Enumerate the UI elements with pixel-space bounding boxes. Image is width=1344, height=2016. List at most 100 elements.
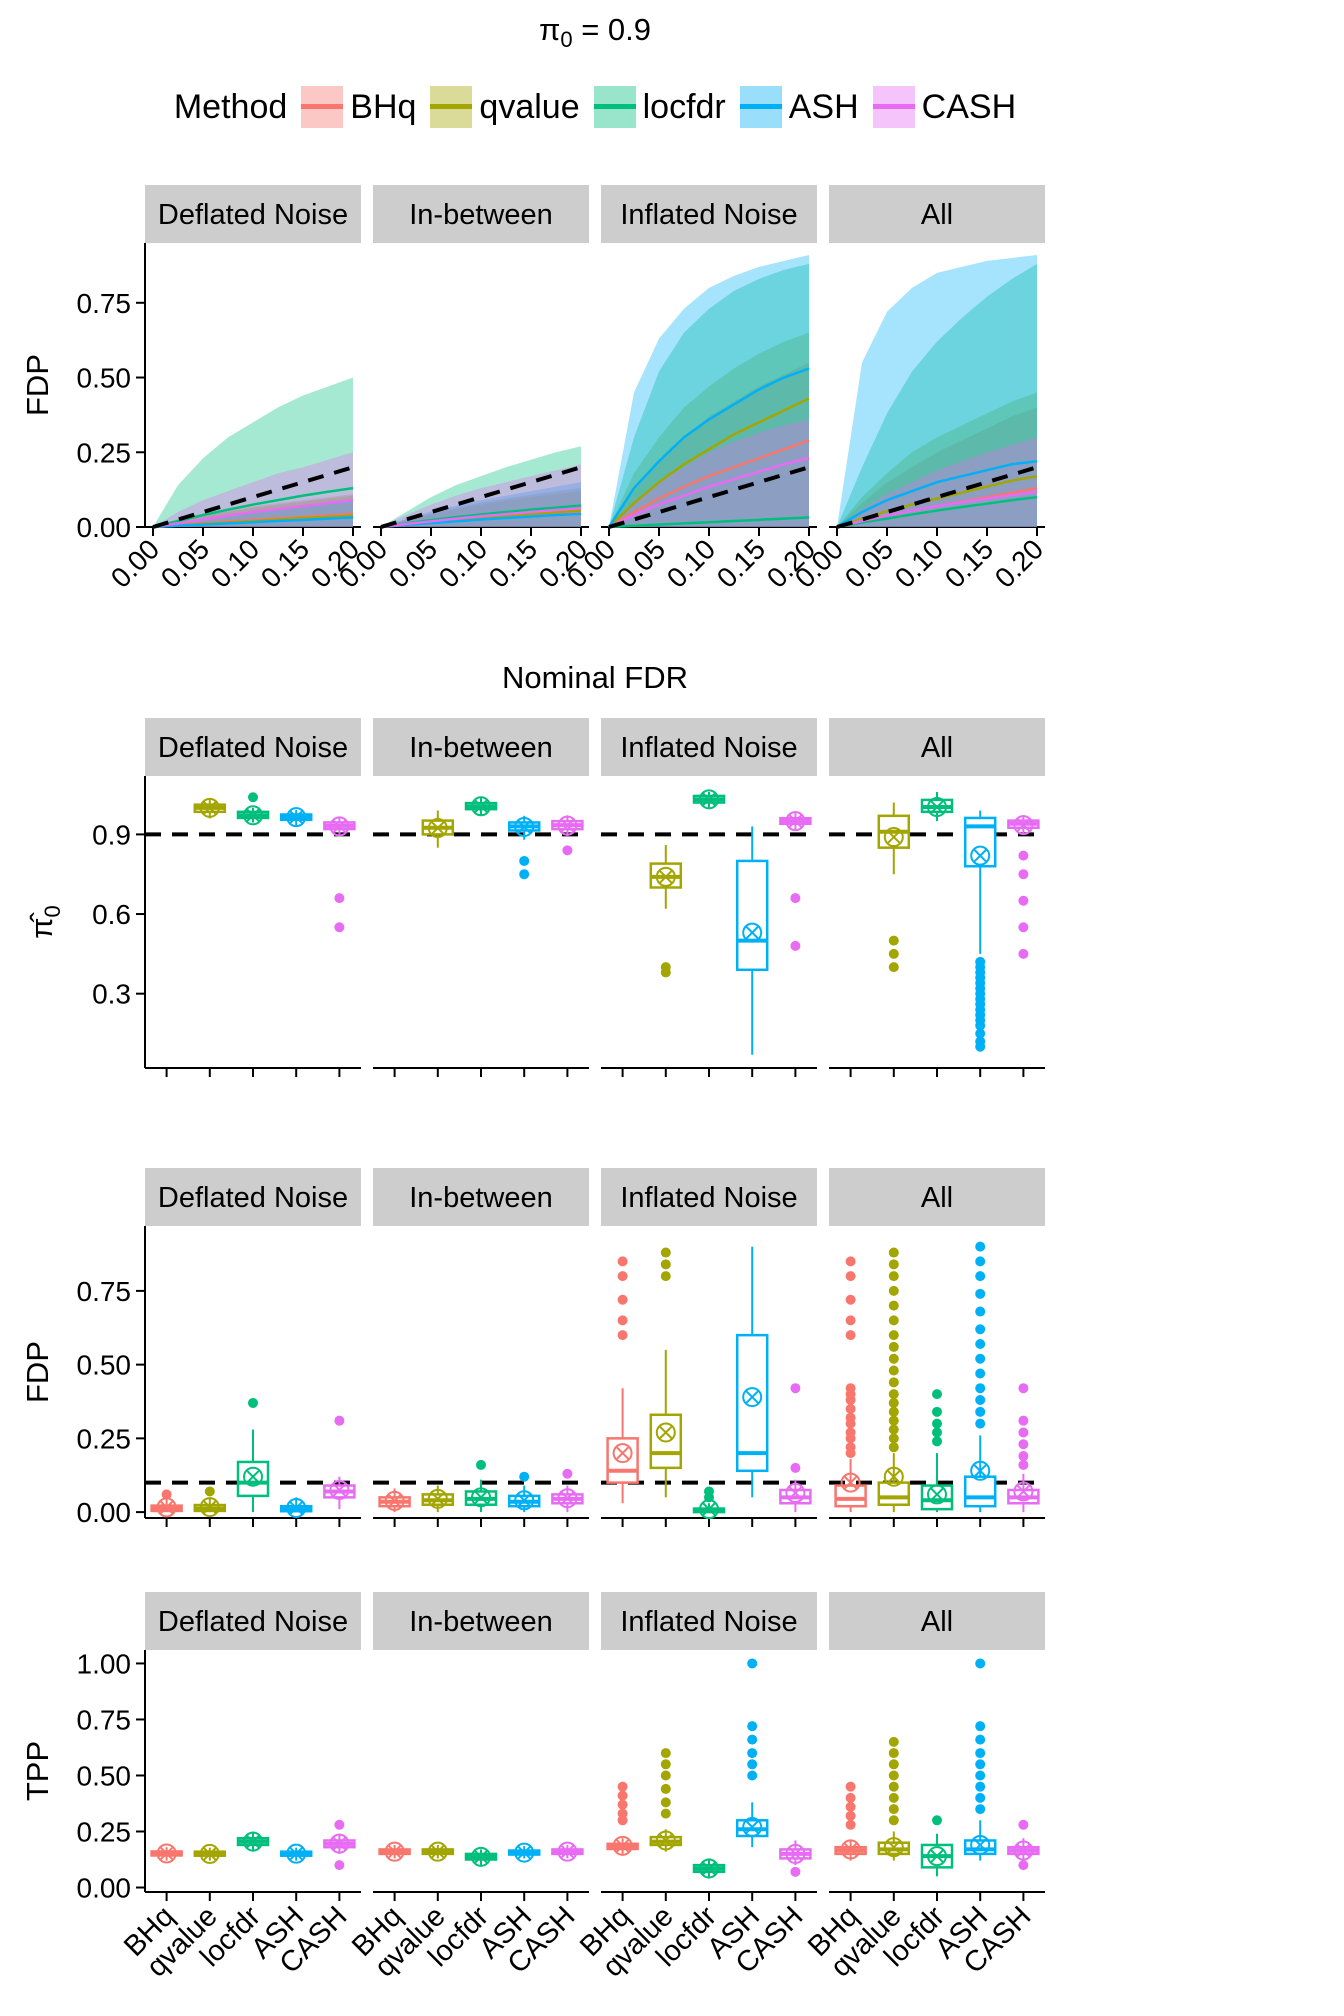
outlier-point — [845, 1256, 856, 1267]
outlier-point — [617, 1294, 628, 1305]
mean-line-CASH — [608, 457, 810, 529]
outlier-point — [161, 1489, 172, 1500]
x-tick-label: 0.05 — [383, 533, 443, 593]
outlier-point — [975, 1406, 986, 1417]
mean-marker-x — [202, 1499, 217, 1515]
outlier-point — [932, 1815, 942, 1826]
ribbon-BHq — [381, 491, 581, 527]
mean-marker-x — [701, 1502, 717, 1517]
mean-marker-x — [886, 829, 901, 845]
outlier-point — [888, 1748, 899, 1759]
facet-title: Inflated Noise — [620, 1182, 797, 1214]
facet-title: Deflated Noise — [158, 1606, 348, 1638]
mean-marker-x — [159, 1500, 174, 1515]
legend-item-label: ASH — [788, 87, 859, 126]
outlier-point — [248, 792, 258, 803]
outlier-point — [845, 1403, 856, 1414]
mean-marker — [883, 1837, 904, 1858]
mean-marker — [557, 1841, 578, 1862]
reference-line — [152, 465, 354, 529]
outlier-point — [1018, 850, 1029, 861]
mean-marker — [699, 1499, 719, 1520]
outlier-point — [888, 1736, 899, 1747]
mean-marker — [156, 1497, 177, 1518]
mean-marker — [384, 1490, 405, 1511]
ribbon-qvalue — [837, 392, 1037, 527]
outlier-point — [975, 1338, 986, 1349]
x-tick-label: 0.10 — [205, 533, 265, 593]
y-tick-label: 0.75 — [77, 288, 132, 319]
facet-title: Inflated Noise — [620, 1606, 797, 1638]
facet-strip — [601, 718, 817, 776]
facet-strip — [829, 1592, 1045, 1650]
mean-marker-x — [615, 1446, 630, 1461]
mean-marker — [655, 1422, 676, 1443]
outlier-point — [334, 1860, 345, 1871]
legend-item-label: qvalue — [479, 87, 580, 126]
facet-title: Deflated Noise — [158, 199, 348, 231]
outlier-point — [888, 1815, 899, 1826]
mean-marker-x — [473, 799, 489, 814]
legend-key-line — [301, 104, 344, 109]
x-tick-label: 0.05 — [155, 533, 215, 593]
y-tick-label: 0.00 — [77, 1497, 132, 1528]
mean-marker — [471, 796, 491, 817]
ribbon-locfdr — [381, 446, 581, 527]
y-axis-title: FDP — [20, 1341, 55, 1403]
mean-line-qvalue — [608, 397, 810, 528]
outlier-point — [334, 1415, 345, 1426]
outlier-point — [888, 1330, 899, 1341]
y-tick-label: 0.3 — [92, 979, 131, 1010]
mean-marker-x — [517, 819, 532, 835]
mean-marker — [514, 816, 535, 837]
facet-strip — [373, 1592, 589, 1650]
outlier-point — [562, 845, 573, 856]
mean-marker — [1013, 1481, 1034, 1502]
mean-marker-x — [973, 1463, 988, 1478]
mean-marker-x — [332, 819, 347, 834]
mean-marker — [427, 1488, 448, 1509]
outlier-point — [888, 1247, 899, 1258]
facet-strip — [373, 1168, 589, 1226]
legend-title: Method — [173, 87, 288, 126]
outlier-point — [660, 1797, 671, 1808]
mean-marker-x — [843, 1475, 858, 1490]
outlier-point — [932, 1436, 942, 1447]
mean-marker — [927, 1846, 947, 1867]
outlier-point — [747, 1721, 758, 1732]
mean-marker-x — [289, 810, 304, 825]
mean-marker — [840, 1472, 861, 1493]
x-tick-label: 0.15 — [255, 533, 315, 593]
outlier-point — [888, 1389, 899, 1400]
y-tick-label: 0.6 — [92, 899, 131, 930]
outlier-point — [1018, 1427, 1029, 1438]
outlier-point — [888, 1759, 899, 1770]
mean-marker — [199, 797, 220, 818]
mean-marker — [612, 1835, 633, 1856]
outlier-point — [790, 893, 801, 904]
mean-marker — [243, 1466, 263, 1487]
mean-marker — [927, 1484, 947, 1505]
facet-title: All — [921, 199, 953, 231]
outlier-point — [334, 922, 345, 933]
outlier-point — [617, 1315, 628, 1326]
mean-marker — [1013, 815, 1034, 836]
box — [735, 1333, 769, 1473]
legend-item-label: BHq — [350, 87, 417, 126]
mean-marker-x — [701, 1861, 717, 1876]
outlier-point — [888, 935, 899, 946]
mean-marker — [655, 866, 676, 887]
outlier-point — [790, 1383, 801, 1394]
mean-marker — [384, 1841, 405, 1862]
mean-marker — [286, 1497, 307, 1518]
x-tick-label: 0.15 — [483, 533, 543, 593]
mean-marker-x — [745, 925, 760, 940]
facet-strip — [145, 185, 361, 243]
mean-marker — [840, 1839, 861, 1860]
box — [735, 859, 769, 972]
legend-item-CASH: CASH — [872, 86, 1016, 128]
outlier-point — [660, 1271, 671, 1282]
facet-title: All — [921, 1182, 953, 1214]
outlier-point — [617, 1790, 628, 1801]
